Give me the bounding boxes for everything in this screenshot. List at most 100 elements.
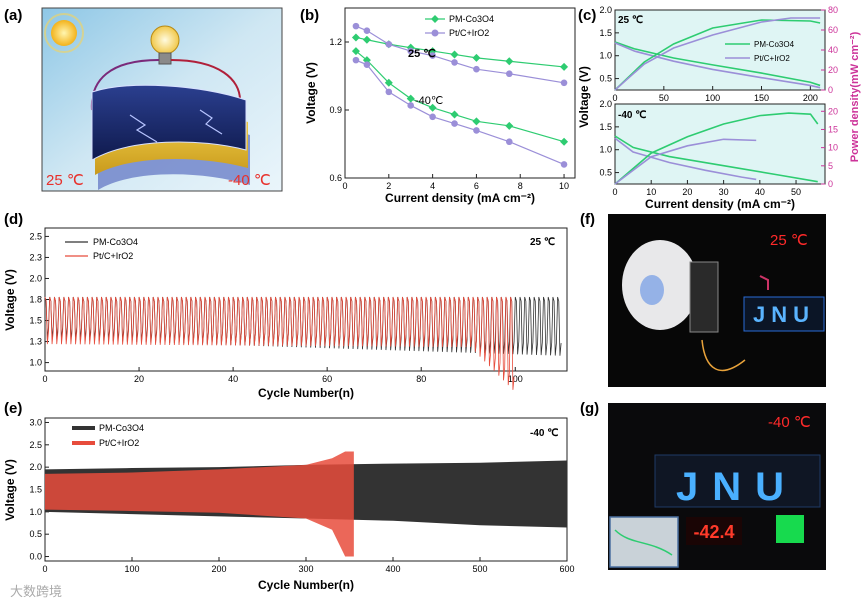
panel-g-label: (g) — [580, 400, 599, 417]
panel-a-label: (a) — [4, 7, 22, 24]
wire — [701, 339, 746, 372]
panel-a: (a) 25 ℃ -40 ℃ — [4, 7, 283, 192]
y-tick-label: 0.5 — [29, 529, 42, 539]
x-tick-label: 300 — [298, 564, 313, 574]
battery-stack — [689, 261, 719, 333]
chart-e-ylabel: Voltage (V) — [3, 459, 17, 521]
led-sign — [743, 296, 825, 332]
y-tick-label: 1.2 — [329, 37, 342, 47]
series-line — [355, 59, 565, 165]
y-tick-label: 2.5 — [29, 231, 42, 241]
x-tick-label: 150 — [754, 93, 769, 103]
y-tick-label: 1.5 — [599, 122, 612, 132]
data-point-circle — [473, 65, 480, 73]
chart-e-annotation: -40 ℃ — [530, 428, 558, 439]
x-tick-label: 6 — [474, 181, 479, 191]
chart-c-xlabel: Current density (mA cm⁻²) — [645, 197, 795, 211]
x-tick-label: 10 — [559, 181, 569, 191]
chart-d-legend-1: PM-Co3O4 — [93, 237, 138, 247]
data-point-diamond — [428, 103, 437, 112]
data-point-diamond — [560, 137, 569, 146]
y-tick-label: 1.5 — [29, 485, 42, 495]
panel-g-temp: -40 ℃ — [768, 414, 811, 431]
series-line — [614, 41, 821, 87]
data-point-circle — [505, 138, 513, 146]
chart-c-marks — [614, 17, 821, 185]
x-tick-label: 60 — [322, 374, 332, 384]
chart-b-ylabel: Voltage (V) — [304, 62, 318, 124]
y-tick-label: 2.0 — [599, 99, 612, 109]
y2-tick-label: 60 — [828, 25, 838, 35]
x-tick-label: 20 — [134, 374, 144, 384]
data-point-circle — [407, 47, 415, 55]
chart-b-annotation-25: 25 ℃ — [408, 48, 436, 60]
y-tick-label: 2.5 — [29, 440, 42, 450]
chart-e-legend-1: PM-Co3O4 — [99, 423, 144, 433]
led-sign-text: JNU — [753, 302, 815, 327]
thermometer-reading: -42.4 — [693, 522, 734, 542]
data-point-diamond — [505, 121, 514, 130]
panel-a-temp-warm: 25 ℃ — [46, 172, 84, 189]
x-tick-label: 0 — [612, 93, 617, 103]
x-tick-label: 0 — [342, 181, 347, 191]
x-tick-label: 100 — [124, 564, 139, 574]
x-tick-label: 30 — [719, 187, 729, 197]
y2-tick-label: 40 — [828, 45, 838, 55]
chart-c-top-frame — [614, 9, 826, 91]
sun-icon — [44, 13, 84, 53]
legend-circle-icon — [431, 29, 439, 37]
chart-e: (e) 0 100 200 300 400 500 600 0.0 0.5 1.0 1.5 2.0 2.… — [3, 400, 575, 592]
x-tick-label: 0 — [612, 187, 617, 197]
chart-d-legend-2: Pt/C+IrO2 — [93, 251, 133, 261]
y-tick-label: 1.0 — [599, 51, 612, 61]
data-point-circle — [451, 120, 458, 127]
y2-tick-label: 80 — [828, 5, 838, 15]
data-point-circle — [385, 40, 393, 48]
y2-tick-label: 15 — [828, 124, 838, 134]
y-tick-label: 2.0 — [599, 5, 612, 15]
y-tick-label: 1.8 — [29, 295, 42, 305]
data-point-diamond — [450, 50, 459, 59]
lightbulb-icon — [150, 25, 180, 65]
x-tick-label: 100 — [705, 93, 720, 103]
panel-a-temp-cold: -40 ℃ — [228, 172, 271, 189]
chart-b-label: (b) — [300, 7, 319, 24]
y-tick-label: 0.9 — [329, 105, 342, 115]
x-tick-label: 0 — [42, 374, 47, 384]
wire-right — [170, 59, 241, 101]
y-tick-label: 1.0 — [29, 507, 42, 517]
x-tick-label: 4 — [430, 181, 435, 191]
chart-e-xlabel: Cycle Number(n) — [258, 578, 354, 592]
x-tick-label: 50 — [659, 93, 669, 103]
data-point-circle — [363, 61, 371, 68]
chart-d-marks — [44, 296, 562, 390]
chart-c-bottom-frame — [614, 103, 826, 185]
y2-tick-label: 10 — [828, 143, 838, 153]
data-point-circle — [505, 70, 513, 78]
chart-c-legend: PM-Co3O4 Pt/C+IrO2 — [725, 40, 795, 63]
data-point-diamond — [351, 33, 360, 42]
data-point-diamond — [384, 78, 393, 87]
data-point-circle — [363, 27, 371, 34]
x-tick-label: 10 — [646, 187, 656, 197]
chart-e-label: (e) — [4, 400, 22, 417]
data-point-diamond — [505, 57, 514, 66]
y-tick-label: 1.0 — [599, 145, 612, 155]
chart-e-marks — [45, 451, 567, 557]
series-line — [614, 17, 821, 91]
y-tick-label: 1.0 — [29, 358, 42, 368]
x-tick-label: 40 — [228, 374, 238, 384]
series-line — [614, 135, 818, 183]
data-point-diamond — [472, 53, 481, 62]
chart-d-xlabel: Cycle Number(n) — [258, 386, 354, 400]
y-tick-label: 2.0 — [29, 273, 42, 283]
data-point-circle — [560, 79, 568, 87]
chart-d-annotation: 25 ℃ — [530, 237, 555, 248]
series-line — [614, 138, 757, 185]
chart-b-frame — [344, 7, 576, 179]
data-point-circle — [429, 113, 436, 121]
chart-e-legend-2: Pt/C+IrO2 — [99, 438, 139, 448]
led-sign-cold — [654, 454, 821, 508]
